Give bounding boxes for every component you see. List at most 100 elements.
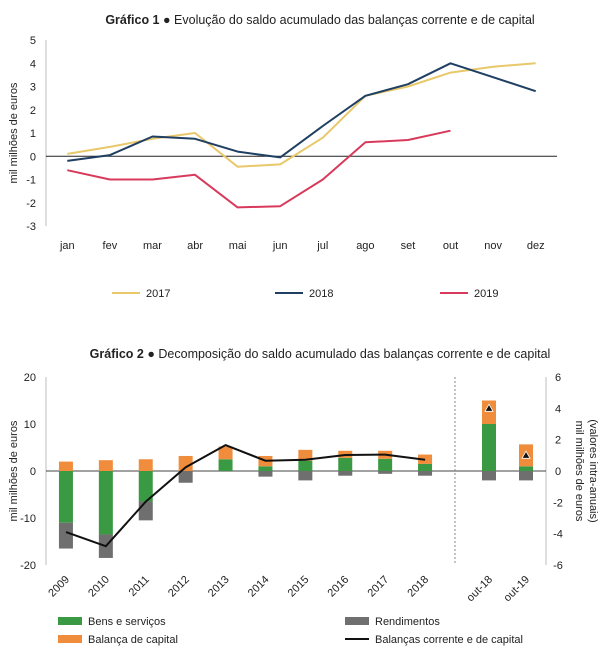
chart2-xtick-label: 2011 bbox=[127, 574, 152, 599]
chart2-bar-balan-a-de-capital-annual bbox=[98, 460, 113, 471]
chart2-bar-rendimentos-annual bbox=[138, 501, 153, 521]
chart1-title-bold: Gráfico 1 bbox=[105, 13, 160, 27]
chart2-bar-rendimentos-intra bbox=[482, 471, 496, 481]
chart1-ytick-label: -2 bbox=[26, 198, 36, 210]
chart2-title-bullet: ● bbox=[147, 347, 155, 361]
chart2-bar-rendimentos-annual bbox=[378, 471, 393, 474]
chart2-right-ytick-label: 6 bbox=[555, 372, 561, 384]
chart2-legend-label: Bens e serviços bbox=[88, 616, 166, 628]
chart2-bar-bens-e-servi-os-annual bbox=[338, 457, 353, 471]
chart1-xtick-label: set bbox=[401, 240, 416, 252]
chart2-bar-balan-a-de-capital-intra bbox=[482, 400, 496, 424]
chart1-legend-label: 2019 bbox=[474, 288, 498, 300]
chart2-legend-label: Balança de capital bbox=[88, 634, 178, 646]
chart2-bar-bens-e-servi-os-annual bbox=[298, 460, 313, 471]
chart2-xtick-label: out-19 bbox=[502, 574, 533, 605]
chart2-bar-bens-e-servi-os-annual bbox=[378, 458, 393, 471]
chart2-bar-rendimentos-annual bbox=[418, 471, 433, 476]
chart2-bar-bens-e-servi-os-annual bbox=[138, 471, 153, 502]
chart2-bar-balan-a-de-capital-annual bbox=[58, 461, 73, 471]
chart1-xtick-label: mai bbox=[229, 240, 247, 252]
chart2-title-text: Decomposição do saldo acumulado das bala… bbox=[158, 347, 551, 361]
chart1-series-line-2018 bbox=[67, 62, 537, 162]
chart2-xtick-label: 2012 bbox=[166, 574, 192, 600]
chart2-bar-bens-e-servi-os-annual bbox=[98, 471, 113, 535]
chart2-left-ytick-label: -10 bbox=[20, 513, 36, 525]
chart1-ytick-label: 0 bbox=[30, 151, 36, 163]
chart2-xtick-label: 2017 bbox=[365, 574, 391, 600]
chart2-legend-swatch bbox=[58, 635, 82, 643]
chart2-legend-label: Rendimentos bbox=[375, 616, 440, 628]
chart2-bar-bens-e-servi-os-annual bbox=[218, 459, 233, 471]
chart2-right-ytick-label: -4 bbox=[553, 529, 563, 541]
chart2-bar-bens-e-servi-os-annual bbox=[418, 463, 433, 471]
chart2-title-bold: Gráfico 2 bbox=[89, 347, 144, 361]
chart2-bar-rendimentos-annual bbox=[338, 471, 353, 476]
chart2-xtick-label: 2009 bbox=[46, 574, 72, 600]
chart2-bar-balan-a-de-capital-annual bbox=[138, 459, 153, 471]
chart2-right-ytick-label: -6 bbox=[553, 560, 563, 572]
chart1-xtick-label: jan bbox=[59, 240, 75, 252]
chart2-bar-rendimentos-annual bbox=[58, 522, 73, 549]
chart1-title-text: Evolução do saldo acumulado das balanças… bbox=[174, 13, 535, 27]
chart1-ytick-label: 2 bbox=[30, 105, 36, 117]
chart1-y-axis-label: mil milhões de euros bbox=[8, 82, 20, 183]
chart2-xtick-label: 2018 bbox=[405, 574, 431, 600]
chart2-bar-balan-a-de-capital-annual bbox=[218, 446, 233, 460]
chart2-xtick-label: 2013 bbox=[206, 574, 232, 600]
chart1-xtick-label: fev bbox=[103, 240, 118, 252]
chart2-left-ytick-label: 0 bbox=[30, 466, 36, 478]
chart1-title-bullet: ● bbox=[162, 13, 171, 27]
chart2-bar-balan-a-de-capital-annual bbox=[298, 449, 313, 461]
chart1-ytick-label: 5 bbox=[30, 35, 36, 47]
chart2-left-ytick-label: -20 bbox=[20, 560, 36, 572]
chart2-total-marker bbox=[521, 450, 531, 459]
chart1-ytick-label: -3 bbox=[26, 221, 36, 233]
chart2-xtick-label: out-18 bbox=[465, 574, 496, 605]
chart2-bar-bens-e-servi-os-intra bbox=[519, 466, 533, 471]
chart2-bar-rendimentos-annual bbox=[178, 471, 193, 483]
chart2-xtick-label: 2014 bbox=[246, 574, 272, 600]
chart2-bar-rendimentos-annual bbox=[258, 471, 273, 477]
chart1-ytick-label: 1 bbox=[30, 128, 36, 140]
chart2-bar-bens-e-servi-os-annual bbox=[258, 466, 273, 471]
chart2-legend-swatch bbox=[58, 617, 82, 625]
chart2-left-axis-label: mil milhões de euros bbox=[8, 420, 20, 521]
chart1-legend-label: 2017 bbox=[146, 288, 170, 300]
chart1-ytick-label: 4 bbox=[30, 58, 36, 70]
chart2-right-ytick-label: 0 bbox=[555, 466, 561, 478]
chart1-legend-label: 2018 bbox=[309, 288, 333, 300]
chart2-xtick-label: 2016 bbox=[326, 574, 352, 600]
chart1-ytick-label: -1 bbox=[26, 175, 36, 187]
chart2-right-ytick-label: 4 bbox=[555, 403, 561, 415]
chart1-ytick-label: 3 bbox=[30, 82, 36, 94]
chart2-left-ytick-label: 10 bbox=[24, 419, 36, 431]
chart2-right-ytick-label: -2 bbox=[553, 497, 563, 509]
chart1-xtick-label: jun bbox=[272, 240, 288, 252]
chart1-title: Gráfico 1 ● Evolução do saldo acumulado … bbox=[40, 12, 600, 28]
chart1-xtick-label: jul bbox=[316, 240, 328, 252]
chart1-xtick-label: dez bbox=[527, 240, 545, 252]
chart2-bar-bens-e-servi-os-intra bbox=[482, 424, 496, 471]
chart2-bar-rendimentos-intra bbox=[519, 471, 533, 481]
chart1-xtick-label: out bbox=[443, 240, 458, 252]
chart2-xtick-label: 2010 bbox=[86, 574, 112, 600]
chart1-xtick-label: abr bbox=[187, 240, 203, 252]
chart2-left-ytick-label: 20 bbox=[24, 372, 36, 384]
chart2-total-line bbox=[65, 444, 426, 548]
chart1-series-line-2017 bbox=[67, 62, 536, 168]
chart2-right-axis-label-line2: (valores intra-anuais) bbox=[587, 419, 599, 522]
chart1-series-line-2019 bbox=[67, 129, 451, 209]
chart2-bar-rendimentos-annual bbox=[298, 471, 313, 481]
chart2-bar-balan-a-de-capital-annual bbox=[178, 455, 193, 471]
chart2-legend-swatch bbox=[345, 617, 369, 625]
chart1-xtick-label: ago bbox=[356, 240, 374, 252]
chart2-legend-label: Balanças corrente e de capital bbox=[375, 634, 523, 646]
chart1-xtick-label: nov bbox=[484, 240, 502, 252]
chart2-total-marker bbox=[484, 403, 494, 412]
chart2-xtick-label: 2015 bbox=[286, 574, 312, 600]
chart2-bar-bens-e-servi-os-annual bbox=[58, 471, 73, 523]
chart2-title: Gráfico 2 ● Decomposição do saldo acumul… bbox=[40, 346, 600, 362]
